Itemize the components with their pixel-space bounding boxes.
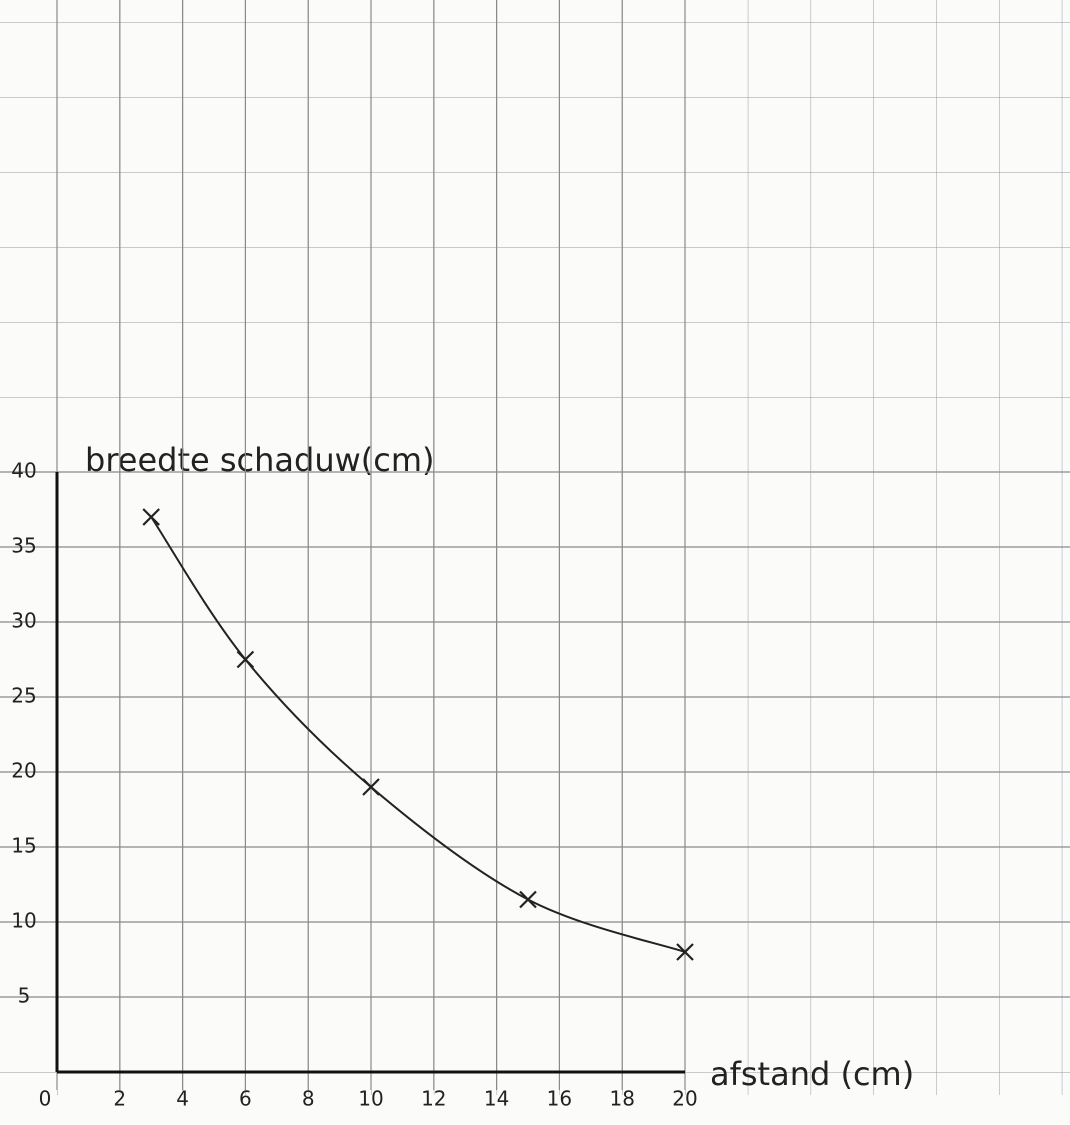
x-tick-label: 8 [302, 1087, 315, 1111]
x-tick-label: 14 [484, 1087, 509, 1111]
y-tick-label: 5 [18, 984, 31, 1008]
data-point [236, 650, 255, 669]
data-point [142, 508, 160, 526]
x-tick-label: 6 [239, 1087, 252, 1111]
x-axis-label: afstand (cm) [710, 1055, 914, 1093]
x-tick-label: 18 [609, 1087, 634, 1111]
x-tick-label: 12 [421, 1087, 446, 1111]
y-tick-label: 15 [11, 834, 36, 858]
y-tick-label: 40 [11, 459, 36, 483]
cross [676, 943, 694, 961]
y-tick-label: 30 [11, 609, 36, 633]
x-tick-label: 10 [358, 1087, 383, 1111]
x-tick-label: 2 [113, 1087, 126, 1111]
cross [142, 508, 160, 526]
y-tick-label: 20 [11, 759, 36, 783]
y-tick-label: 10 [11, 909, 36, 933]
x-tick-label: 4 [176, 1087, 189, 1111]
y-tick-label: 35 [11, 534, 36, 558]
y-tick-label: 25 [11, 684, 36, 708]
y-axis-label: breedte schaduw(cm) [85, 441, 435, 479]
x-tick-label: 16 [547, 1087, 572, 1111]
cross [519, 890, 537, 909]
x-tick-label: 20 [672, 1087, 697, 1111]
cross [362, 778, 380, 796]
cross [236, 650, 255, 669]
data-point [676, 943, 694, 961]
x-tick-label: 0 [39, 1087, 52, 1111]
data-point [362, 778, 380, 796]
data-point [519, 890, 537, 909]
